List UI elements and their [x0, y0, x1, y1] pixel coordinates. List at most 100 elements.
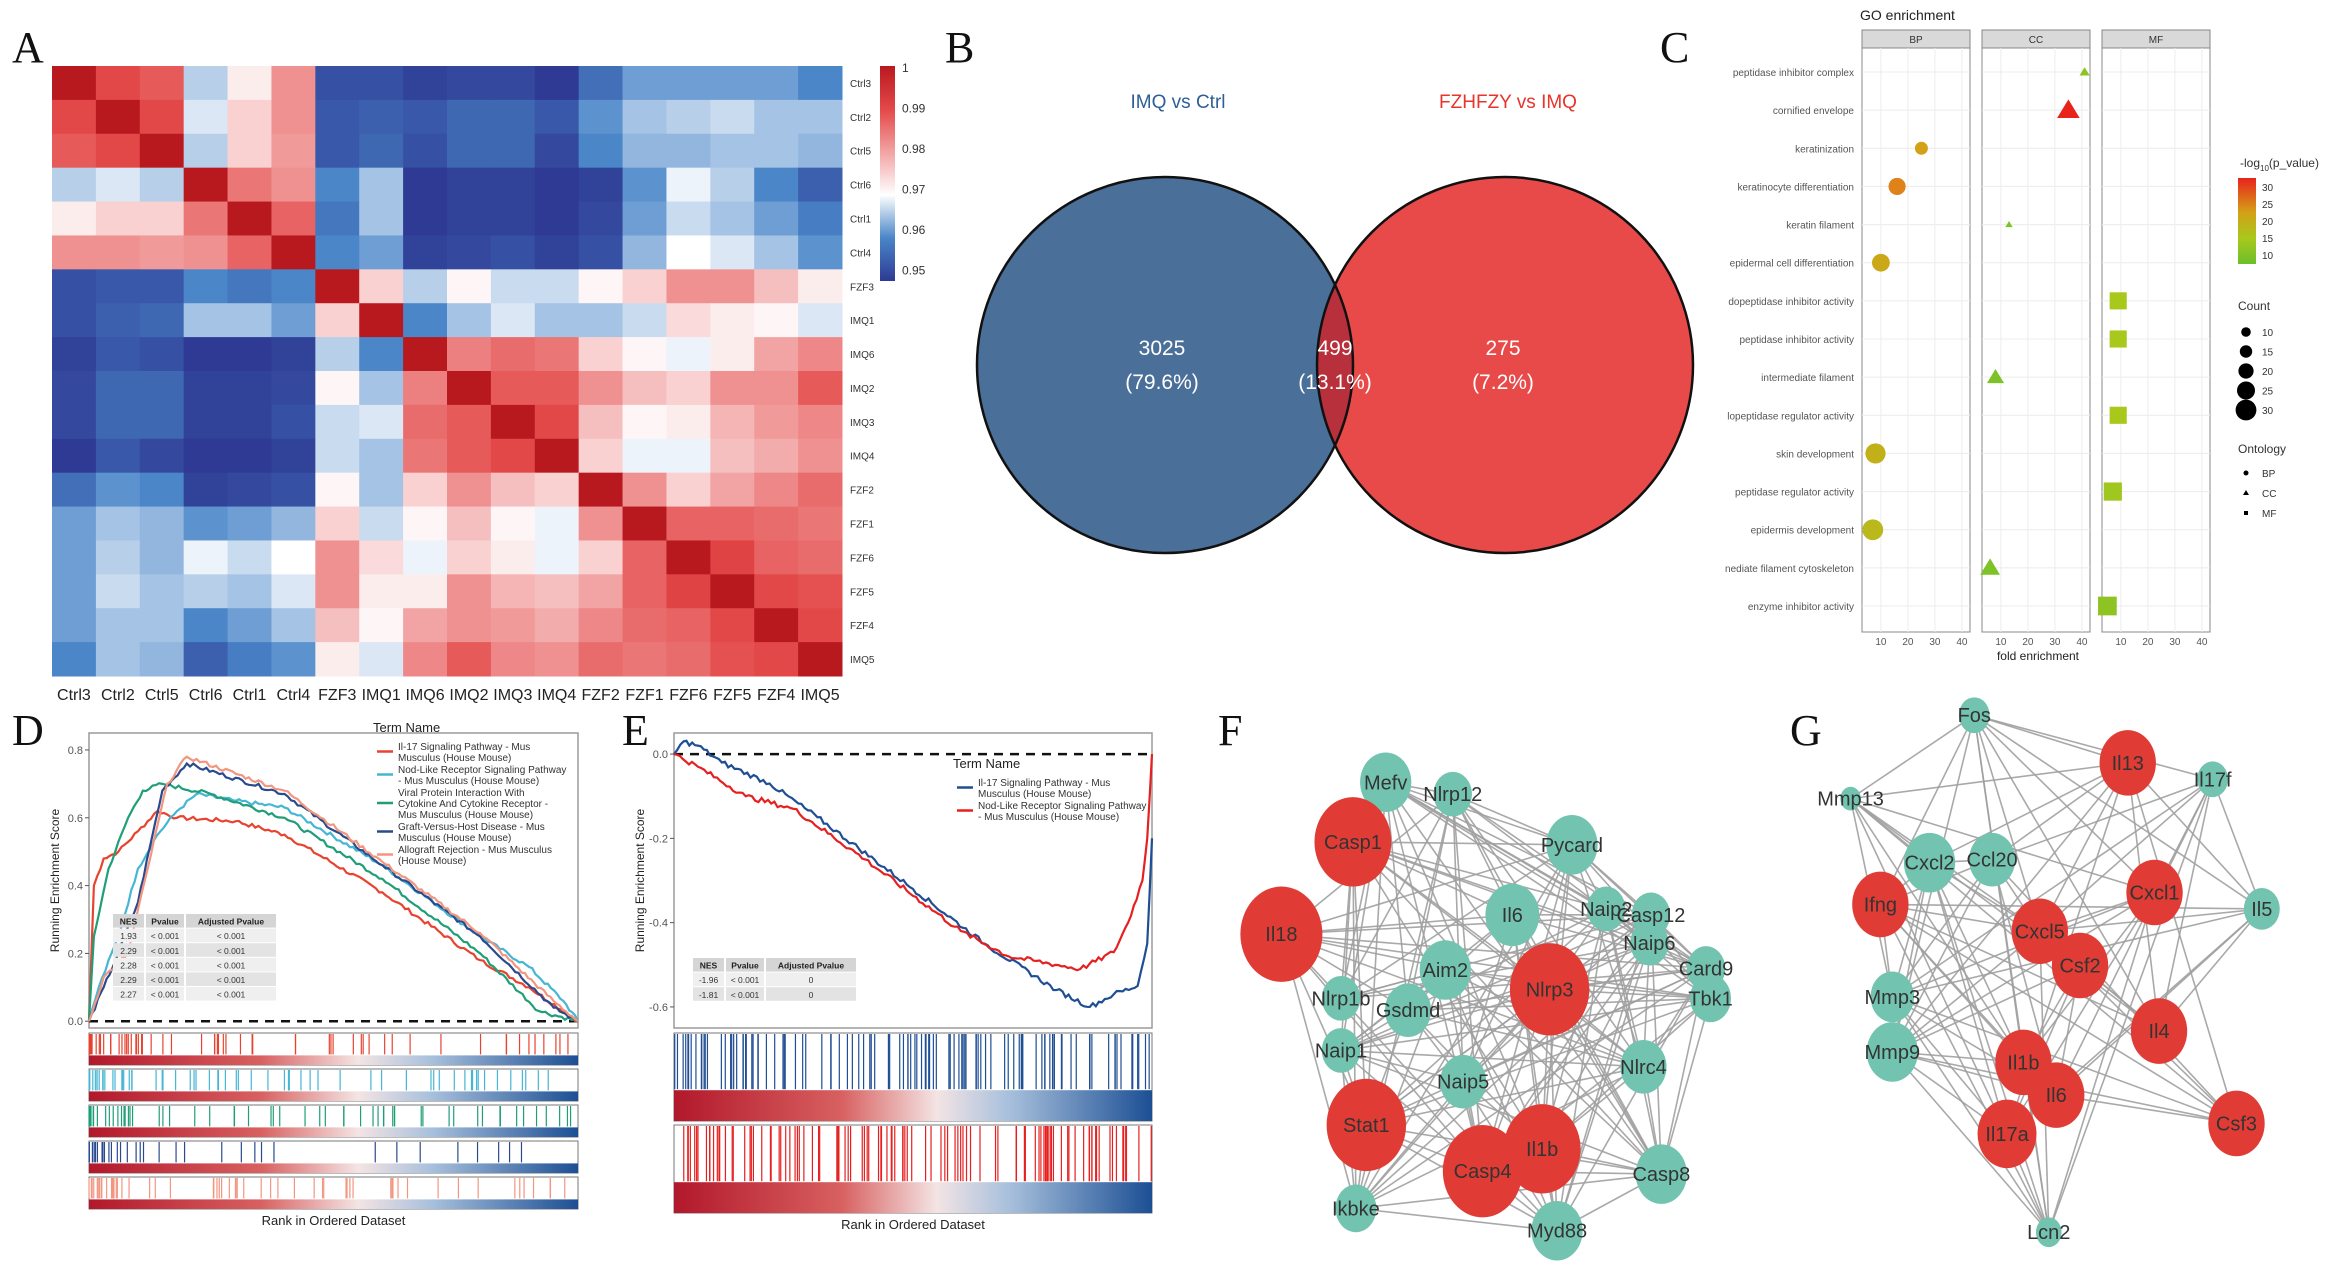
heatmap-cell: [183, 506, 229, 541]
heatmap-cell: [271, 540, 316, 575]
go-point-square: [2098, 596, 2117, 616]
legend-label: Viral Protein Interaction With: [398, 788, 525, 799]
node-il18: [1240, 886, 1323, 982]
table-header-cell: [113, 914, 144, 928]
column-label: IMQ3: [493, 687, 532, 704]
heatmap-cell: [534, 608, 580, 643]
colorbar-tick: 0.98: [902, 142, 926, 156]
node-cxcl2: [1903, 832, 1956, 893]
x-tick-label: 40: [1956, 637, 1968, 648]
heatmap-cell: [95, 404, 141, 440]
heatmap-cell: [139, 99, 185, 135]
network-edge: [1879, 904, 2050, 1233]
heatmap-cell: [271, 404, 316, 440]
heatmap-cell: [578, 303, 624, 338]
heatmap-cell: [447, 574, 492, 609]
x-tick-label: 30: [2049, 637, 2061, 648]
heatmap-cell: [403, 133, 448, 169]
go-point-triangle: [1980, 558, 2000, 575]
heatmap-cell: [52, 303, 97, 338]
column-label: IMQ2: [449, 687, 488, 704]
network-edge: [2047, 892, 2156, 1233]
heatmap-cell: [359, 201, 404, 236]
heatmap-cell: [183, 303, 229, 338]
heatmap-cell: [622, 269, 667, 304]
table-value: 2.28: [120, 960, 137, 970]
heatmap-cell: [227, 167, 272, 203]
legend-label: Mus Musculus (House Mouse): [398, 810, 533, 821]
heatmap-cell: [490, 66, 536, 101]
heatmap-cell: [359, 642, 404, 677]
node-naip1: [1321, 1028, 1361, 1073]
heatmap-cell: [52, 99, 97, 135]
network-edge: [1973, 714, 2156, 894]
heatmap-cell: [754, 404, 799, 440]
heatmap-cell: [754, 574, 799, 609]
panel-letter-c: C: [1660, 23, 1689, 72]
rank-gradient-bar: [89, 1163, 578, 1173]
heatmap-cell: [359, 540, 404, 575]
x-tick-label: 30: [2169, 637, 2181, 648]
heatmap-cell: [447, 303, 492, 338]
network-edge: [1850, 714, 1975, 800]
node-label: Il17a: [1985, 1124, 2029, 1146]
heatmap-cell: [95, 472, 141, 508]
heatmap-cell: [710, 133, 755, 169]
heatmap-cell: [754, 506, 799, 541]
network-edge: [2126, 762, 2238, 1124]
panel-c-go-enrichment: GO enrichment BP 10 20 30 40 CC 10 20 30 40 MF 10 20 3…: [1725, 7, 2319, 663]
heatmap-cell: [754, 167, 799, 203]
legend-size-dot: [2241, 327, 2251, 337]
heatmap-cell: [534, 235, 580, 270]
y-tick-label: 0.4: [68, 881, 83, 893]
legend-label: Il-17 Signaling Pathway - Mus: [398, 742, 530, 753]
table-cell: [693, 987, 724, 1001]
x-tick-label: 40: [2196, 637, 2208, 648]
heatmap-cell: [139, 201, 185, 236]
legend-color-tick: 25: [2262, 200, 2274, 211]
heatmap-cell: [403, 438, 448, 474]
network-edge: [1991, 778, 2213, 861]
legend-size-label: 15: [2262, 348, 2274, 359]
heatmap-cell: [183, 235, 229, 270]
term-label: peptidase inhibitor activity: [1739, 335, 1854, 346]
table-header-cell: [766, 958, 856, 972]
heatmap-cell: [359, 438, 404, 474]
table-value: < 0.001: [217, 946, 246, 956]
table-cell: [113, 943, 144, 957]
heatmap-cell: [798, 438, 843, 474]
heatmap-cell: [359, 574, 404, 609]
node-lcn2: [2035, 1217, 2062, 1248]
legend-label: Il-17 Signaling Pathway - Mus: [978, 778, 1110, 789]
row-label: Ctrl5: [850, 147, 872, 158]
network-edge: [1928, 862, 2050, 1233]
heatmap-cell: [403, 269, 448, 304]
node-label: Fos: [1958, 705, 1991, 727]
network-edge: [2039, 762, 2129, 932]
heatmap-cell: [183, 540, 229, 575]
heatmap-cell: [315, 337, 360, 372]
column-label: FZF6: [669, 687, 707, 704]
heatmap-cell: [403, 371, 448, 406]
heatmap-cell: [534, 404, 580, 440]
heatmap-cell: [227, 235, 272, 270]
heatmap-cell: [183, 472, 229, 508]
node-label: Casp12: [1616, 905, 1685, 927]
column-label: FZF4: [757, 687, 795, 704]
heatmap-cell: [666, 167, 711, 203]
enrichment-curve-0: [673, 739, 1154, 1009]
legend-color-tick: 30: [2262, 183, 2274, 194]
network-edge: [1879, 714, 1975, 905]
table-cell: [726, 987, 764, 1001]
network-edge: [2047, 778, 2214, 1233]
network-edge: [1355, 942, 1650, 1209]
heatmap-cell: [666, 235, 711, 270]
heatmap-cell: [139, 337, 185, 372]
network-edge: [2056, 1094, 2237, 1125]
heatmap-cell: [227, 201, 272, 236]
network-edge: [1340, 1049, 1662, 1175]
heatmap-cell: [139, 608, 185, 643]
heatmap-cell: [534, 269, 580, 304]
legend-title-part: -log: [2240, 156, 2260, 170]
table-value: < 0.001: [151, 931, 180, 941]
